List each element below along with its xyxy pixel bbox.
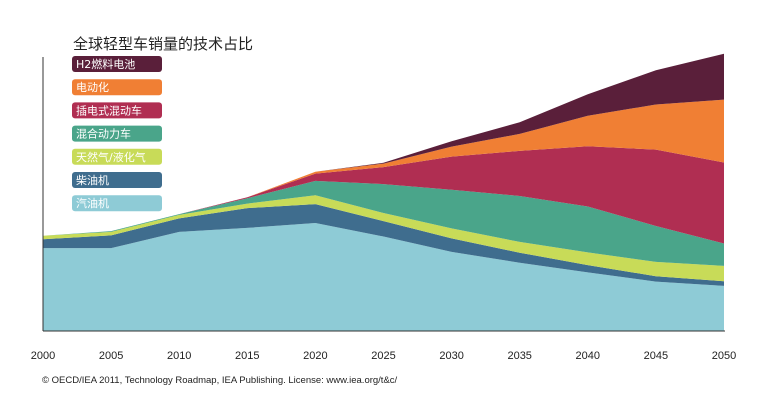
- x-tick-label: 2030: [439, 350, 463, 362]
- x-tick-label: 2035: [507, 350, 531, 362]
- area-series-4: [43, 146, 724, 244]
- area-series-3: [43, 180, 724, 266]
- legend-label: 电动化: [76, 80, 109, 94]
- x-tick-label: 2015: [235, 350, 259, 362]
- legend-label: 柴油机: [76, 173, 109, 187]
- x-tick-label: 2005: [99, 350, 123, 362]
- x-tick-labels: 2000 2005 2010 2015 2020 2025 2030 2035 2040 2045…: [31, 350, 736, 362]
- legend-swatch: [72, 102, 162, 119]
- legend-swatch: [72, 125, 162, 142]
- legend-label: 天然气/液化气: [76, 150, 146, 164]
- legend-label: 汽油机: [76, 196, 109, 210]
- x-tick-label: 2050: [712, 350, 736, 362]
- axes-group: [42, 57, 725, 332]
- x-tick-label: 2000: [31, 350, 55, 362]
- x-tick-label: 2040: [576, 350, 600, 362]
- legend-swatch: [72, 195, 162, 212]
- legend-label: 混合动力车: [76, 127, 131, 141]
- x-tick-label: 2025: [371, 350, 395, 362]
- x-tick-label: 2010: [167, 350, 191, 362]
- chart-title: 全球轻型车销量的技术占比: [73, 35, 253, 53]
- x-tick-label: 2045: [644, 350, 668, 362]
- license-text: © OECD/IEA 2011, Technology Roadmap, IEA…: [42, 375, 398, 386]
- legend-swatch: [72, 79, 162, 96]
- area-series-0: [43, 223, 724, 331]
- area-series-group: [43, 53, 724, 331]
- area-series-1: [43, 204, 724, 286]
- legend-label: 插电式混动车: [76, 103, 142, 117]
- legend-label: H2燃料电池: [76, 57, 135, 71]
- area-series-6: [43, 53, 724, 236]
- area-series-5: [43, 99, 724, 236]
- legend-swatch: [72, 56, 162, 72]
- legend-swatch: [72, 148, 162, 165]
- legend-swatch: [72, 172, 162, 188]
- area-series-2: [43, 195, 724, 282]
- x-tick-label: 2020: [303, 350, 327, 362]
